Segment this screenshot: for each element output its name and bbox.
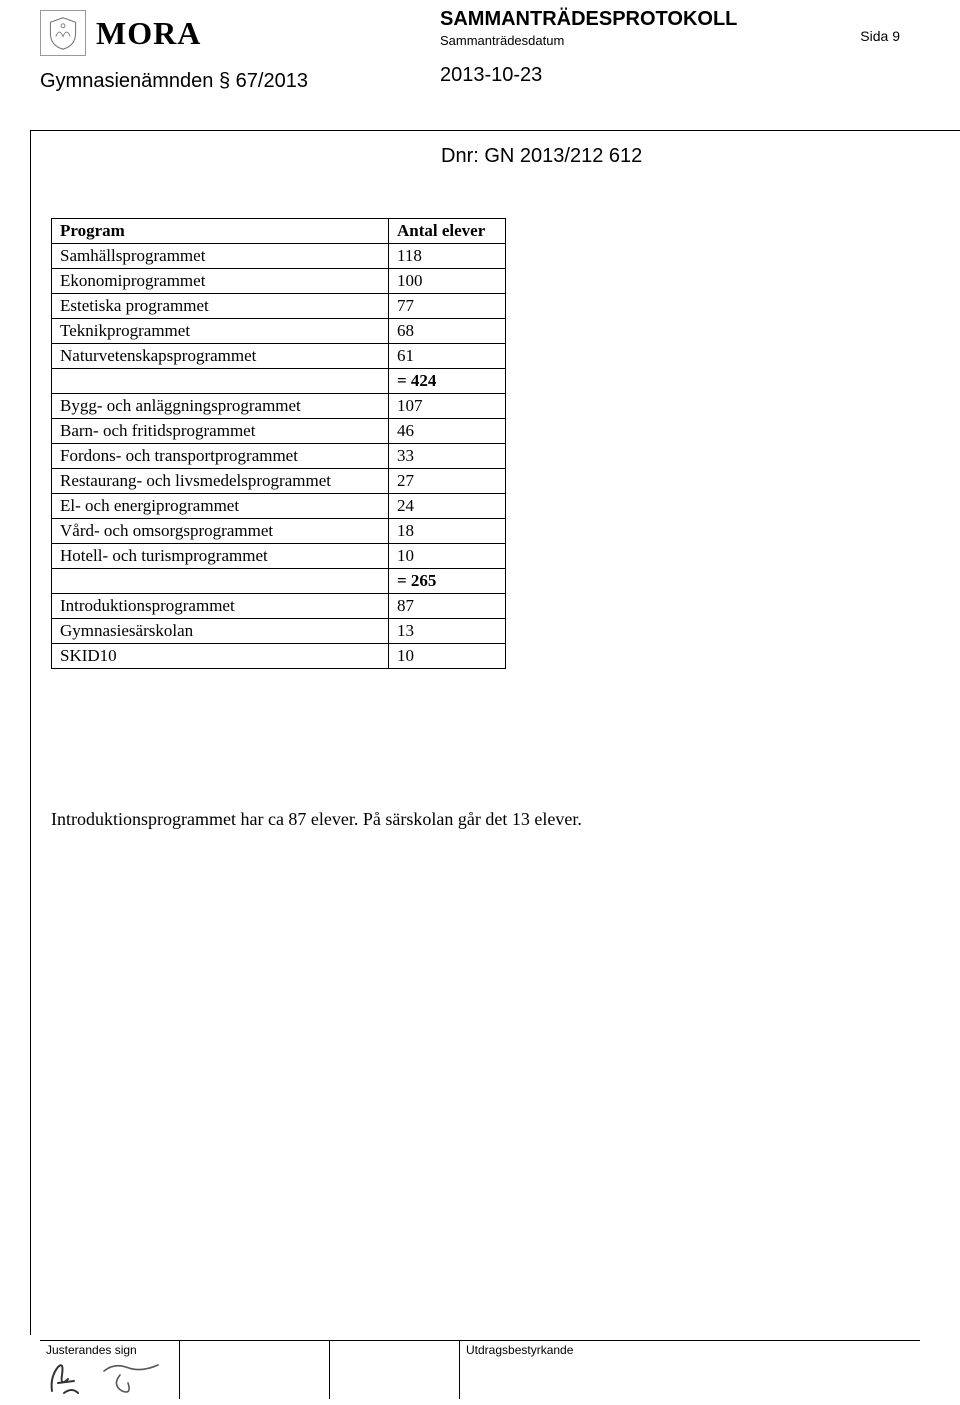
table-row: Introduktionsprogrammet87 bbox=[52, 594, 506, 619]
cell-value: 77 bbox=[389, 294, 506, 319]
header-right: SAMMANTRÄDESPROTOKOLL Sammanträdesdatum bbox=[440, 8, 737, 48]
cell-program: SKID10 bbox=[52, 644, 389, 669]
programs-table: Program Antal elever Samhällsprogrammet1… bbox=[51, 218, 506, 669]
footer-cert-cell: Utdragsbestyrkande bbox=[460, 1341, 920, 1399]
cell-program: Restaurang- och livsmedelsprogrammet bbox=[52, 469, 389, 494]
footer-empty-cell-2 bbox=[330, 1341, 460, 1399]
cell-value: 24 bbox=[389, 494, 506, 519]
table-row: Bygg- och anläggningsprogrammet107 bbox=[52, 394, 506, 419]
cell-program: Gymnasiesärskolan bbox=[52, 619, 389, 644]
page-number: Sida 9 bbox=[860, 28, 900, 44]
body-paragraph: Introduktionsprogrammet har ca 87 elever… bbox=[51, 809, 940, 830]
signature-1-icon bbox=[44, 1357, 94, 1397]
table-subtotal-row: = 424 bbox=[52, 369, 506, 394]
cell-program: Estetiska programmet bbox=[52, 294, 389, 319]
footer-cert-label: Utdragsbestyrkande bbox=[466, 1343, 573, 1357]
table-row: Barn- och fritidsprogrammet46 bbox=[52, 419, 506, 444]
table-row: Estetiska programmet77 bbox=[52, 294, 506, 319]
signature-2-icon bbox=[100, 1357, 170, 1397]
table-row: Vård- och omsorgsprogrammet18 bbox=[52, 519, 506, 544]
mora-crest-icon bbox=[40, 10, 86, 56]
page-header: MORA SAMMANTRÄDESPROTOKOLL Sammanträdesd… bbox=[0, 0, 960, 93]
org-name: MORA bbox=[96, 15, 201, 52]
cell-value: 10 bbox=[389, 544, 506, 569]
cell-program: Teknikprogrammet bbox=[52, 319, 389, 344]
meeting-date: 2013-10-23 bbox=[440, 64, 542, 87]
cell-value: 46 bbox=[389, 419, 506, 444]
cell-value: = 424 bbox=[389, 369, 506, 394]
diary-number: Dnr: GN 2013/212 612 bbox=[441, 145, 940, 168]
cell-value: 87 bbox=[389, 594, 506, 619]
page: MORA SAMMANTRÄDESPROTOKOLL Sammanträdesd… bbox=[0, 0, 960, 1405]
cell-value: 18 bbox=[389, 519, 506, 544]
cell-value: 27 bbox=[389, 469, 506, 494]
col-header-program: Program bbox=[52, 219, 389, 244]
table-row: SKID1010 bbox=[52, 644, 506, 669]
doc-subtitle: Sammanträdesdatum bbox=[440, 33, 737, 48]
cell-program: Introduktionsprogrammet bbox=[52, 594, 389, 619]
cell-program: Barn- och fritidsprogrammet bbox=[52, 419, 389, 444]
cell-value: 33 bbox=[389, 444, 506, 469]
cell-program: Vård- och omsorgsprogrammet bbox=[52, 519, 389, 544]
cell-program: El- och energiprogrammet bbox=[52, 494, 389, 519]
cell-value: 107 bbox=[389, 394, 506, 419]
table-row: Fordons- och transportprogrammet33 bbox=[52, 444, 506, 469]
table-row: Samhällsprogrammet118 bbox=[52, 244, 506, 269]
col-header-count: Antal elever bbox=[389, 219, 506, 244]
cell-value: 118 bbox=[389, 244, 506, 269]
cell-program: Bygg- och anläggningsprogrammet bbox=[52, 394, 389, 419]
footer-sign-cell: Justerandes sign bbox=[40, 1341, 180, 1399]
table-row: Teknikprogrammet68 bbox=[52, 319, 506, 344]
table-row: Hotell- och turismprogrammet10 bbox=[52, 544, 506, 569]
doc-title: SAMMANTRÄDESPROTOKOLL bbox=[440, 8, 737, 31]
cell-value: 61 bbox=[389, 344, 506, 369]
cell-program bbox=[52, 369, 389, 394]
table-subtotal-row: = 265 bbox=[52, 569, 506, 594]
cell-value: 13 bbox=[389, 619, 506, 644]
table-row: Naturvetenskapsprogrammet61 bbox=[52, 344, 506, 369]
table-row: Gymnasiesärskolan13 bbox=[52, 619, 506, 644]
table-header-row: Program Antal elever bbox=[52, 219, 506, 244]
cell-program: Hotell- och turismprogrammet bbox=[52, 544, 389, 569]
cell-value: 100 bbox=[389, 269, 506, 294]
cell-value: 68 bbox=[389, 319, 506, 344]
table-row: El- och energiprogrammet24 bbox=[52, 494, 506, 519]
table-row: Ekonomiprogrammet100 bbox=[52, 269, 506, 294]
table-row: Restaurang- och livsmedelsprogrammet27 bbox=[52, 469, 506, 494]
footer-empty-cell-1 bbox=[180, 1341, 330, 1399]
content-frame: Dnr: GN 2013/212 612 Program Antal eleve… bbox=[30, 130, 960, 1335]
cell-program: Samhällsprogrammet bbox=[52, 244, 389, 269]
cell-value: = 265 bbox=[389, 569, 506, 594]
cell-program bbox=[52, 569, 389, 594]
cell-program: Naturvetenskapsprogrammet bbox=[52, 344, 389, 369]
cell-value: 10 bbox=[389, 644, 506, 669]
cell-program: Fordons- och transportprogrammet bbox=[52, 444, 389, 469]
cell-program: Ekonomiprogrammet bbox=[52, 269, 389, 294]
page-footer: Justerandes sign Utdragsbestyrkande bbox=[40, 1340, 920, 1399]
footer-sign-label: Justerandes sign bbox=[46, 1343, 137, 1357]
